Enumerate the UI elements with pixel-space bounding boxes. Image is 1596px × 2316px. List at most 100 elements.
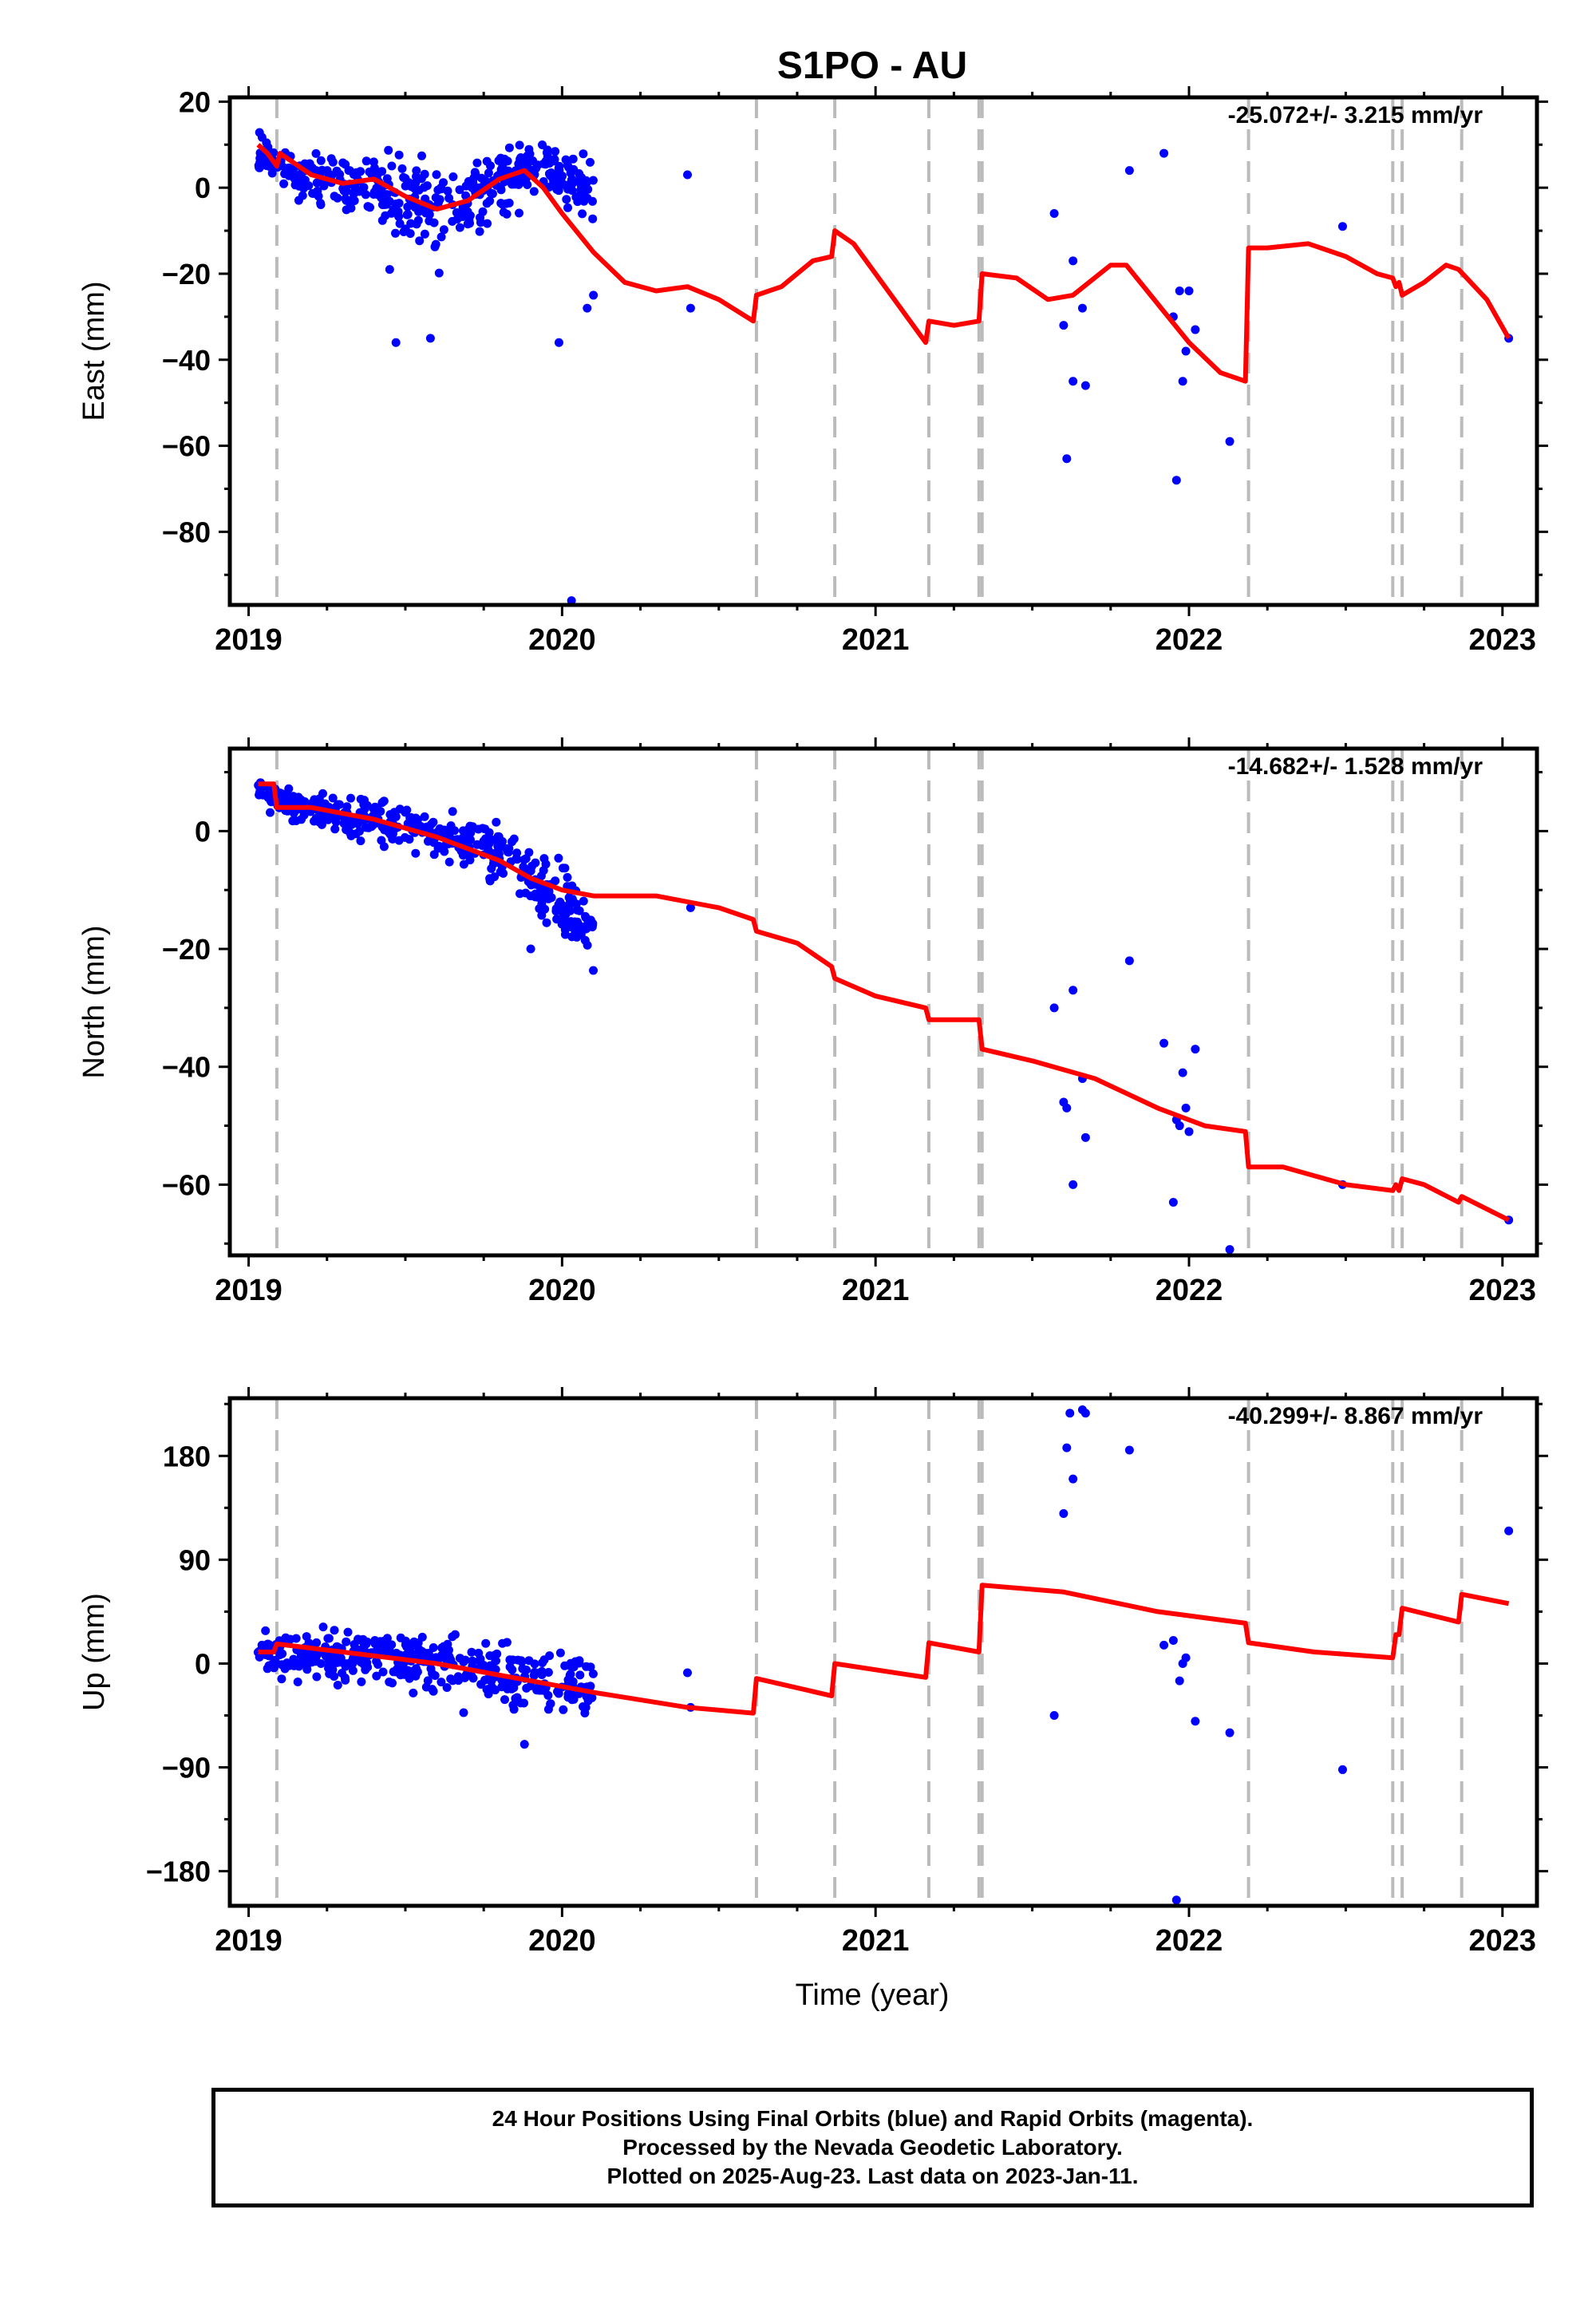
data-point	[1225, 1728, 1235, 1737]
data-point	[484, 845, 493, 855]
data-point	[397, 164, 407, 173]
data-point	[316, 156, 326, 165]
data-point	[515, 140, 524, 150]
y-tick-label: −40	[162, 344, 211, 377]
x-tick-label: 2021	[842, 1274, 910, 1307]
data-point	[545, 1651, 555, 1661]
caption-line-3: Plotted on 2025-Aug-23. Last data on 202…	[606, 2164, 1139, 2188]
data-point	[505, 1662, 515, 1672]
data-point	[304, 181, 314, 191]
data-point	[560, 930, 570, 939]
data-point	[403, 210, 413, 219]
data-point	[555, 1648, 565, 1658]
panel-frame	[227, 1396, 1539, 1908]
x-tick-label: 2023	[1469, 623, 1537, 657]
data-point	[455, 223, 464, 232]
data-point	[576, 930, 586, 939]
data-point	[529, 187, 539, 196]
data-point	[503, 156, 512, 166]
data-point	[339, 186, 349, 196]
data-point	[455, 1654, 464, 1663]
data-point	[377, 167, 387, 176]
data-point	[547, 893, 556, 903]
data-point	[1181, 1653, 1191, 1662]
data-point	[391, 200, 401, 208]
data-point	[434, 268, 444, 278]
data-point	[476, 1660, 486, 1670]
data-point	[394, 150, 404, 160]
data-point	[448, 172, 458, 181]
data-point	[581, 186, 591, 196]
data-point	[475, 227, 484, 236]
data-point	[578, 209, 587, 219]
data-point	[519, 1740, 529, 1749]
data-point	[421, 1682, 431, 1692]
data-point	[526, 944, 535, 954]
data-point	[280, 169, 290, 179]
data-point	[1225, 437, 1235, 446]
data-point	[566, 168, 575, 178]
data-point	[567, 596, 576, 605]
data-point	[417, 1646, 427, 1656]
data-point	[316, 1659, 326, 1668]
data-point	[1191, 1045, 1200, 1054]
data-point	[1049, 1711, 1059, 1720]
data-point	[420, 812, 429, 821]
data-point	[414, 207, 424, 216]
data-point	[401, 832, 409, 842]
data-point	[534, 1682, 543, 1692]
data-point	[312, 1672, 322, 1682]
data-point	[496, 153, 505, 163]
data-point	[530, 1659, 539, 1669]
y-tick-label: −20	[162, 933, 211, 966]
plot-area	[254, 97, 1514, 605]
data-point	[429, 1686, 438, 1696]
data-point	[504, 143, 514, 152]
data-point	[582, 1662, 591, 1671]
data-point	[1175, 1121, 1184, 1131]
data-point	[1069, 256, 1078, 266]
data-point	[1049, 209, 1059, 219]
data-point	[542, 918, 551, 927]
data-point	[572, 905, 582, 915]
data-point	[332, 1658, 342, 1667]
data-point	[289, 808, 298, 818]
data-point	[482, 156, 492, 166]
data-point	[1062, 1103, 1072, 1113]
panels: 2019 2020 2021 2022 2023 20 0 −20 −40 −60 −80 East …	[77, 85, 1548, 1958]
data-point	[341, 194, 350, 204]
data-point	[312, 178, 322, 188]
data-point	[391, 338, 401, 347]
data-point	[554, 853, 563, 863]
data-point	[420, 229, 429, 239]
y-tick-label: −40	[162, 1051, 211, 1084]
data-point	[517, 176, 526, 186]
data-point	[342, 205, 351, 215]
caption-box: 24 Hour Positions Using Final Orbits (bl…	[211, 2088, 1534, 2207]
data-point	[1184, 287, 1194, 296]
data-point	[316, 200, 326, 209]
data-point	[515, 208, 523, 218]
data-point	[586, 1682, 595, 1691]
data-point	[499, 868, 508, 878]
data-point	[1225, 1245, 1235, 1255]
data-point	[685, 903, 695, 912]
data-point	[1337, 222, 1347, 231]
data-point	[324, 169, 334, 179]
y-axis-label: Up (mm)	[77, 1593, 111, 1711]
data-point	[338, 158, 348, 168]
data-point	[571, 1657, 580, 1666]
data-point	[400, 1670, 409, 1679]
data-point	[682, 1668, 692, 1678]
data-point	[582, 176, 591, 185]
data-point	[496, 199, 506, 208]
data-point	[385, 1678, 394, 1686]
data-point	[378, 1637, 388, 1646]
data-point	[579, 896, 588, 906]
y-tick-label: 0	[195, 172, 211, 204]
data-point	[411, 848, 421, 858]
data-point	[330, 1626, 339, 1635]
data-point	[433, 185, 443, 195]
data-point	[1175, 287, 1184, 296]
data-point	[291, 1634, 301, 1643]
